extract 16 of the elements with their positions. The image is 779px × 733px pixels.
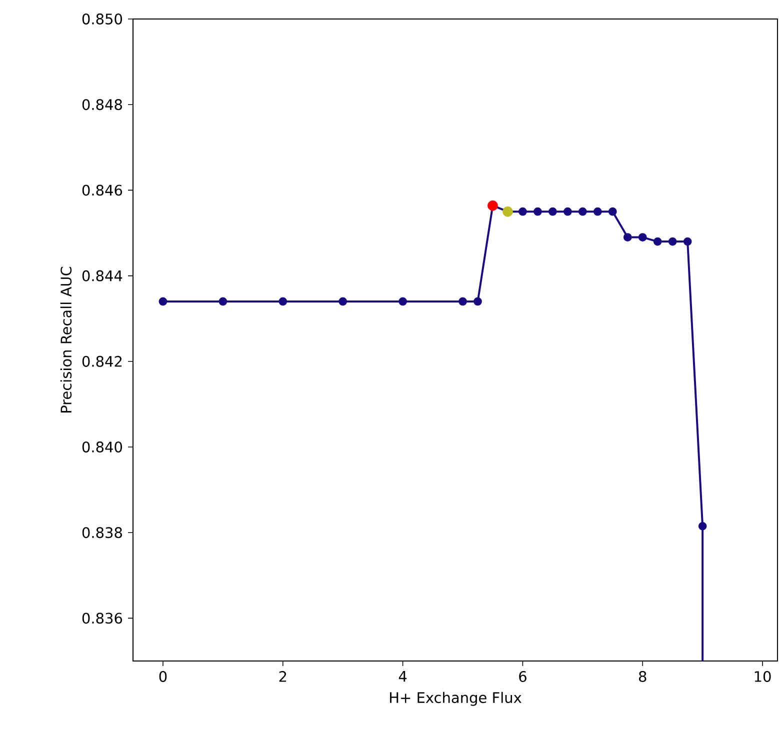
y-tick-label: 0.844: [82, 270, 122, 282]
y-tick-label: 0.850: [82, 14, 122, 24]
x-tick-label: 10: [754, 671, 771, 682]
y-tick-label: 0.846: [82, 184, 122, 196]
x-tick-label: 8: [638, 671, 646, 682]
x-tick-label: 6: [519, 671, 526, 682]
x-tick-label: 4: [398, 671, 407, 682]
y-tick-label: 0.838: [82, 527, 122, 538]
x-tick-label: 0: [159, 671, 167, 682]
y-tick-label: 0.848: [82, 99, 122, 110]
y-tick-label: 0.840: [82, 442, 122, 452]
y-tick-label: 0.842: [82, 356, 122, 367]
x-axis-title: H+ Exchange Flux: [390, 692, 522, 706]
y-tick-label: 0.836: [82, 612, 122, 624]
y-axis-title: Precision Recall AUC: [60, 266, 72, 412]
x-tick-label: 2: [279, 671, 286, 682]
